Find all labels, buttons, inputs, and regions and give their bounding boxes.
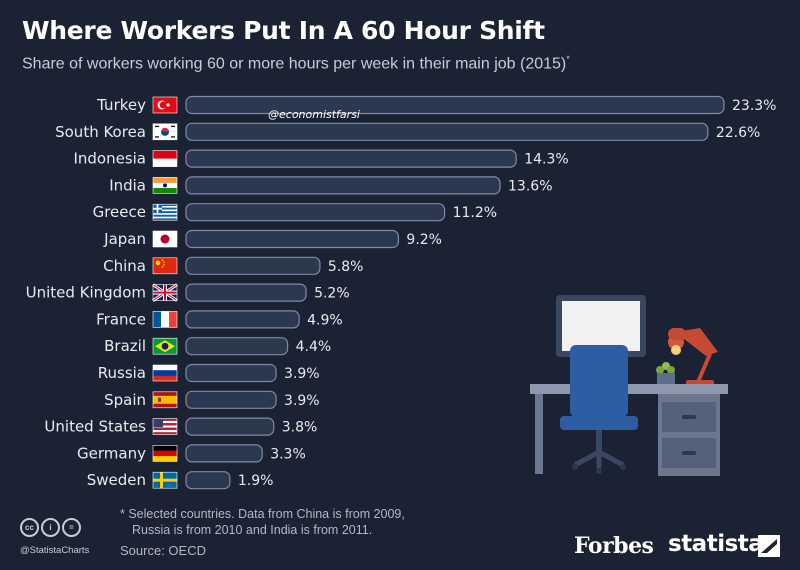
data-label: 14.3% [524,152,568,168]
category-label: Greece [93,203,146,221]
bar-row: China 5.8% [103,256,364,275]
category-label: Japan [103,230,146,248]
data-label: 3.8% [282,420,318,436]
category-label: Indonesia [73,150,146,168]
united-kingdom-flag-icon [152,283,178,302]
no-derivatives-icon: = [62,518,81,537]
attribution-icon: i [41,518,60,537]
subtitle-footnote-mark: * [566,54,570,64]
category-label: Germany [77,444,146,462]
statista-logo-icon [758,535,780,557]
category-label: India [109,176,146,194]
spain-flag-icon [152,391,178,409]
bar [185,363,277,383]
bar-row: Greece 11.2% [93,203,497,222]
bar-chart: Turkey 23.3% South Korea 22.6% Indonesia 14.3… [26,95,776,490]
bar [185,95,725,115]
bar [185,471,231,490]
germany-flag-icon [152,445,178,462]
footnote-line-1: * Selected countries. Data from China is… [120,507,405,521]
footnote: * Selected countries. Data from China is… [120,506,460,538]
chart-subtitle: Share of workers working 60 or more hour… [22,54,570,73]
bar [185,149,517,168]
data-label: 3.9% [284,366,320,382]
category-label: China [103,257,146,275]
turkey-flag-icon [152,96,178,114]
bar [185,310,300,329]
bar [185,417,275,436]
bar [185,283,307,302]
forbes-logo: Forbes [574,533,654,559]
brazil-flag-icon [152,337,178,355]
bar [185,256,321,275]
bar-row: Spain 3.9% [104,390,320,409]
india-flag-icon [152,177,178,194]
russia-flag-icon [152,364,178,382]
statista-logo-text: statista [668,531,764,557]
bar-row: India 13.6% [109,176,553,195]
bar [185,122,709,141]
license-icons: cc i = [20,518,81,537]
data-label: 9.2% [406,232,442,248]
bar [185,203,446,222]
data-label: 1.9% [238,473,274,489]
data-label: 4.4% [296,339,332,355]
data-label: 22.6% [716,125,760,141]
category-label: South Korea [55,123,146,141]
bar-row: United States 3.8% [44,417,318,436]
data-label: 11.2% [453,205,497,221]
bar-row: Indonesia 14.3% [73,149,569,168]
category-label: France [96,310,146,328]
indonesia-flag-icon [152,150,178,167]
source-note: Source: OECD [120,543,206,558]
bar-row: Russia 3.9% [98,363,320,383]
bar-row: United Kingdom 5.2% [26,283,350,302]
bar [185,229,400,249]
category-label: Sweden [87,471,146,489]
greece-flag-icon [152,203,178,221]
france-flag-icon [152,311,178,328]
category-label: United States [44,418,146,436]
sweden-flag-icon [152,471,178,489]
creative-commons-icon: cc [20,518,39,537]
bar [185,390,277,409]
category-label: Turkey [96,96,146,114]
bar-row: Japan 9.2% [103,229,442,249]
data-label: 5.8% [328,259,364,275]
bar [185,176,501,195]
subtitle-text: Share of workers working 60 or more hour… [22,55,567,73]
bar [185,444,263,463]
data-label: 3.9% [284,393,320,409]
category-label: Brazil [104,337,146,355]
bar-row: France 4.9% [96,310,343,329]
bar-row: South Korea 22.6% [55,122,760,141]
japan-flag-icon [152,230,178,248]
united-states-flag-icon [152,418,178,435]
watermark-text: @economistfarsi [268,108,360,121]
data-label: 13.6% [508,178,552,194]
category-label: Spain [104,391,146,409]
data-label: 5.2% [314,286,350,302]
category-label: Russia [98,364,146,382]
bar-row: Turkey 23.3% [96,95,776,115]
bar-row: Sweden 1.9% [87,471,274,490]
data-label: 4.9% [307,312,343,328]
bar-row: Germany 3.3% [77,444,306,463]
bar-row: Brazil 4.4% [104,337,332,356]
desk-illustration [530,295,728,476]
south-korea-flag-icon [152,123,178,141]
bar [185,337,289,356]
footnote-line-2: Russia is from 2010 and India is from 20… [132,523,373,537]
chart-title: Where Workers Put In A 60 Hour Shift [22,16,545,45]
data-label: 23.3% [732,98,776,114]
statista-handle: @StatistaCharts [20,545,90,556]
china-flag-icon [152,257,178,275]
category-label: United Kingdom [26,284,146,302]
data-label: 3.3% [270,446,306,462]
